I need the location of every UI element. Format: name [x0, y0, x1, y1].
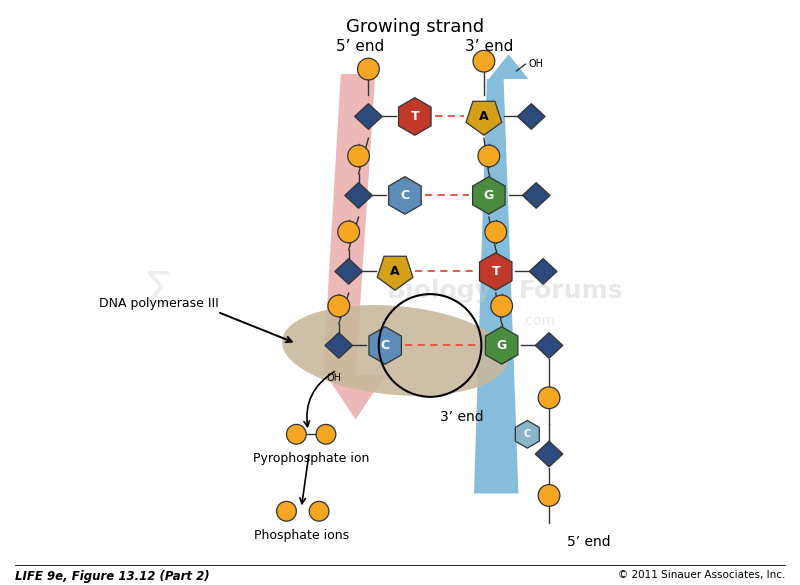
- Text: 5’ end: 5’ end: [567, 535, 610, 549]
- Text: 3’ end: 3’ end: [440, 410, 483, 424]
- Text: 3’ end: 3’ end: [465, 39, 513, 54]
- Polygon shape: [369, 326, 402, 364]
- Polygon shape: [335, 259, 362, 284]
- Text: OH: OH: [326, 373, 342, 383]
- Circle shape: [538, 387, 560, 408]
- Circle shape: [485, 221, 506, 243]
- Circle shape: [473, 50, 494, 72]
- Polygon shape: [378, 256, 413, 290]
- Circle shape: [491, 295, 513, 317]
- Polygon shape: [479, 253, 512, 290]
- Text: © 2011 Sinauer Associates, Inc.: © 2011 Sinauer Associates, Inc.: [618, 570, 785, 580]
- Polygon shape: [474, 54, 528, 494]
- Circle shape: [358, 58, 379, 80]
- Text: G: G: [497, 339, 506, 352]
- Text: Forums: Forums: [518, 279, 623, 303]
- Circle shape: [348, 145, 370, 167]
- Polygon shape: [398, 98, 431, 135]
- Circle shape: [309, 501, 329, 521]
- Polygon shape: [535, 441, 563, 467]
- Polygon shape: [535, 333, 563, 358]
- Polygon shape: [473, 177, 505, 214]
- Circle shape: [277, 501, 296, 521]
- Polygon shape: [354, 104, 382, 129]
- Polygon shape: [530, 259, 557, 284]
- Circle shape: [316, 424, 336, 444]
- Polygon shape: [515, 421, 539, 448]
- Text: 5’ end: 5’ end: [336, 39, 385, 54]
- Text: Pyrophosphate ion: Pyrophosphate ion: [253, 452, 370, 465]
- Circle shape: [338, 221, 359, 243]
- Text: T: T: [410, 110, 419, 123]
- Text: DNA polymerase III: DNA polymerase III: [99, 298, 218, 311]
- Text: C: C: [381, 339, 390, 352]
- Polygon shape: [518, 104, 545, 129]
- Text: A: A: [479, 110, 489, 123]
- Polygon shape: [323, 74, 385, 419]
- Polygon shape: [522, 183, 550, 208]
- Text: Biology: Biology: [387, 279, 492, 303]
- Text: C: C: [524, 429, 531, 439]
- Text: .com: .com: [521, 314, 555, 328]
- Polygon shape: [325, 333, 353, 358]
- Polygon shape: [486, 326, 518, 364]
- Text: OH: OH: [528, 59, 543, 69]
- Ellipse shape: [282, 305, 508, 395]
- Circle shape: [328, 295, 350, 317]
- Polygon shape: [466, 101, 502, 135]
- Text: LIFE 9e, Figure 13.12 (Part 2): LIFE 9e, Figure 13.12 (Part 2): [15, 570, 210, 583]
- Text: C: C: [400, 189, 410, 202]
- Circle shape: [478, 145, 500, 167]
- Polygon shape: [389, 177, 421, 214]
- Text: Growing strand: Growing strand: [346, 18, 484, 36]
- Circle shape: [538, 484, 560, 507]
- Polygon shape: [345, 183, 372, 208]
- Text: Σ: Σ: [144, 270, 172, 312]
- Text: G: G: [484, 189, 494, 202]
- Circle shape: [286, 424, 306, 444]
- Text: T: T: [491, 265, 500, 278]
- Text: A: A: [390, 265, 400, 278]
- Text: Phosphate ions: Phosphate ions: [254, 529, 349, 542]
